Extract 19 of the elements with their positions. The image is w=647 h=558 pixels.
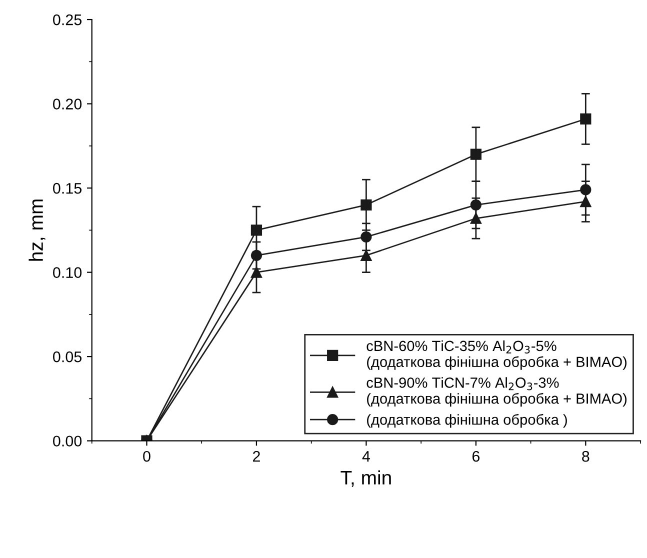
x-axis-title: T, min: [340, 470, 391, 487]
y-tick-label: 0.05: [53, 351, 82, 362]
point: [250, 250, 262, 262]
y-tick-label: 0.00: [53, 436, 82, 447]
legend-label: cBN-90% TiCN-7% Al$_{2}$O$_{3}$-3% (додаткова фінішна обробка + BIMAO): [366, 377, 627, 407]
legend-label: cBN-60% TiC-35% Al$_{2}$O$_{3}$-5% (додаткова фінішна обробка + BIMAO): [366, 340, 627, 370]
x-tick-label: 8: [582, 450, 590, 462]
point: [360, 199, 372, 210]
y-axis-title: hz, mm: [28, 200, 46, 261]
y-tick-label: 0.15: [53, 182, 82, 194]
point: [250, 224, 262, 236]
y-tick-label: 0.20: [53, 98, 82, 110]
y-tick-label: 0.10: [53, 267, 82, 278]
x-tick-label: 0: [143, 450, 150, 462]
x-tick-label: 6: [472, 450, 480, 462]
x-tick-label: 4: [362, 451, 370, 462]
legend-label: (додаткова фінішна обробка ): [367, 414, 567, 428]
y-tick-label: 0.25: [53, 14, 82, 26]
x-tick-label: 2: [252, 450, 260, 462]
